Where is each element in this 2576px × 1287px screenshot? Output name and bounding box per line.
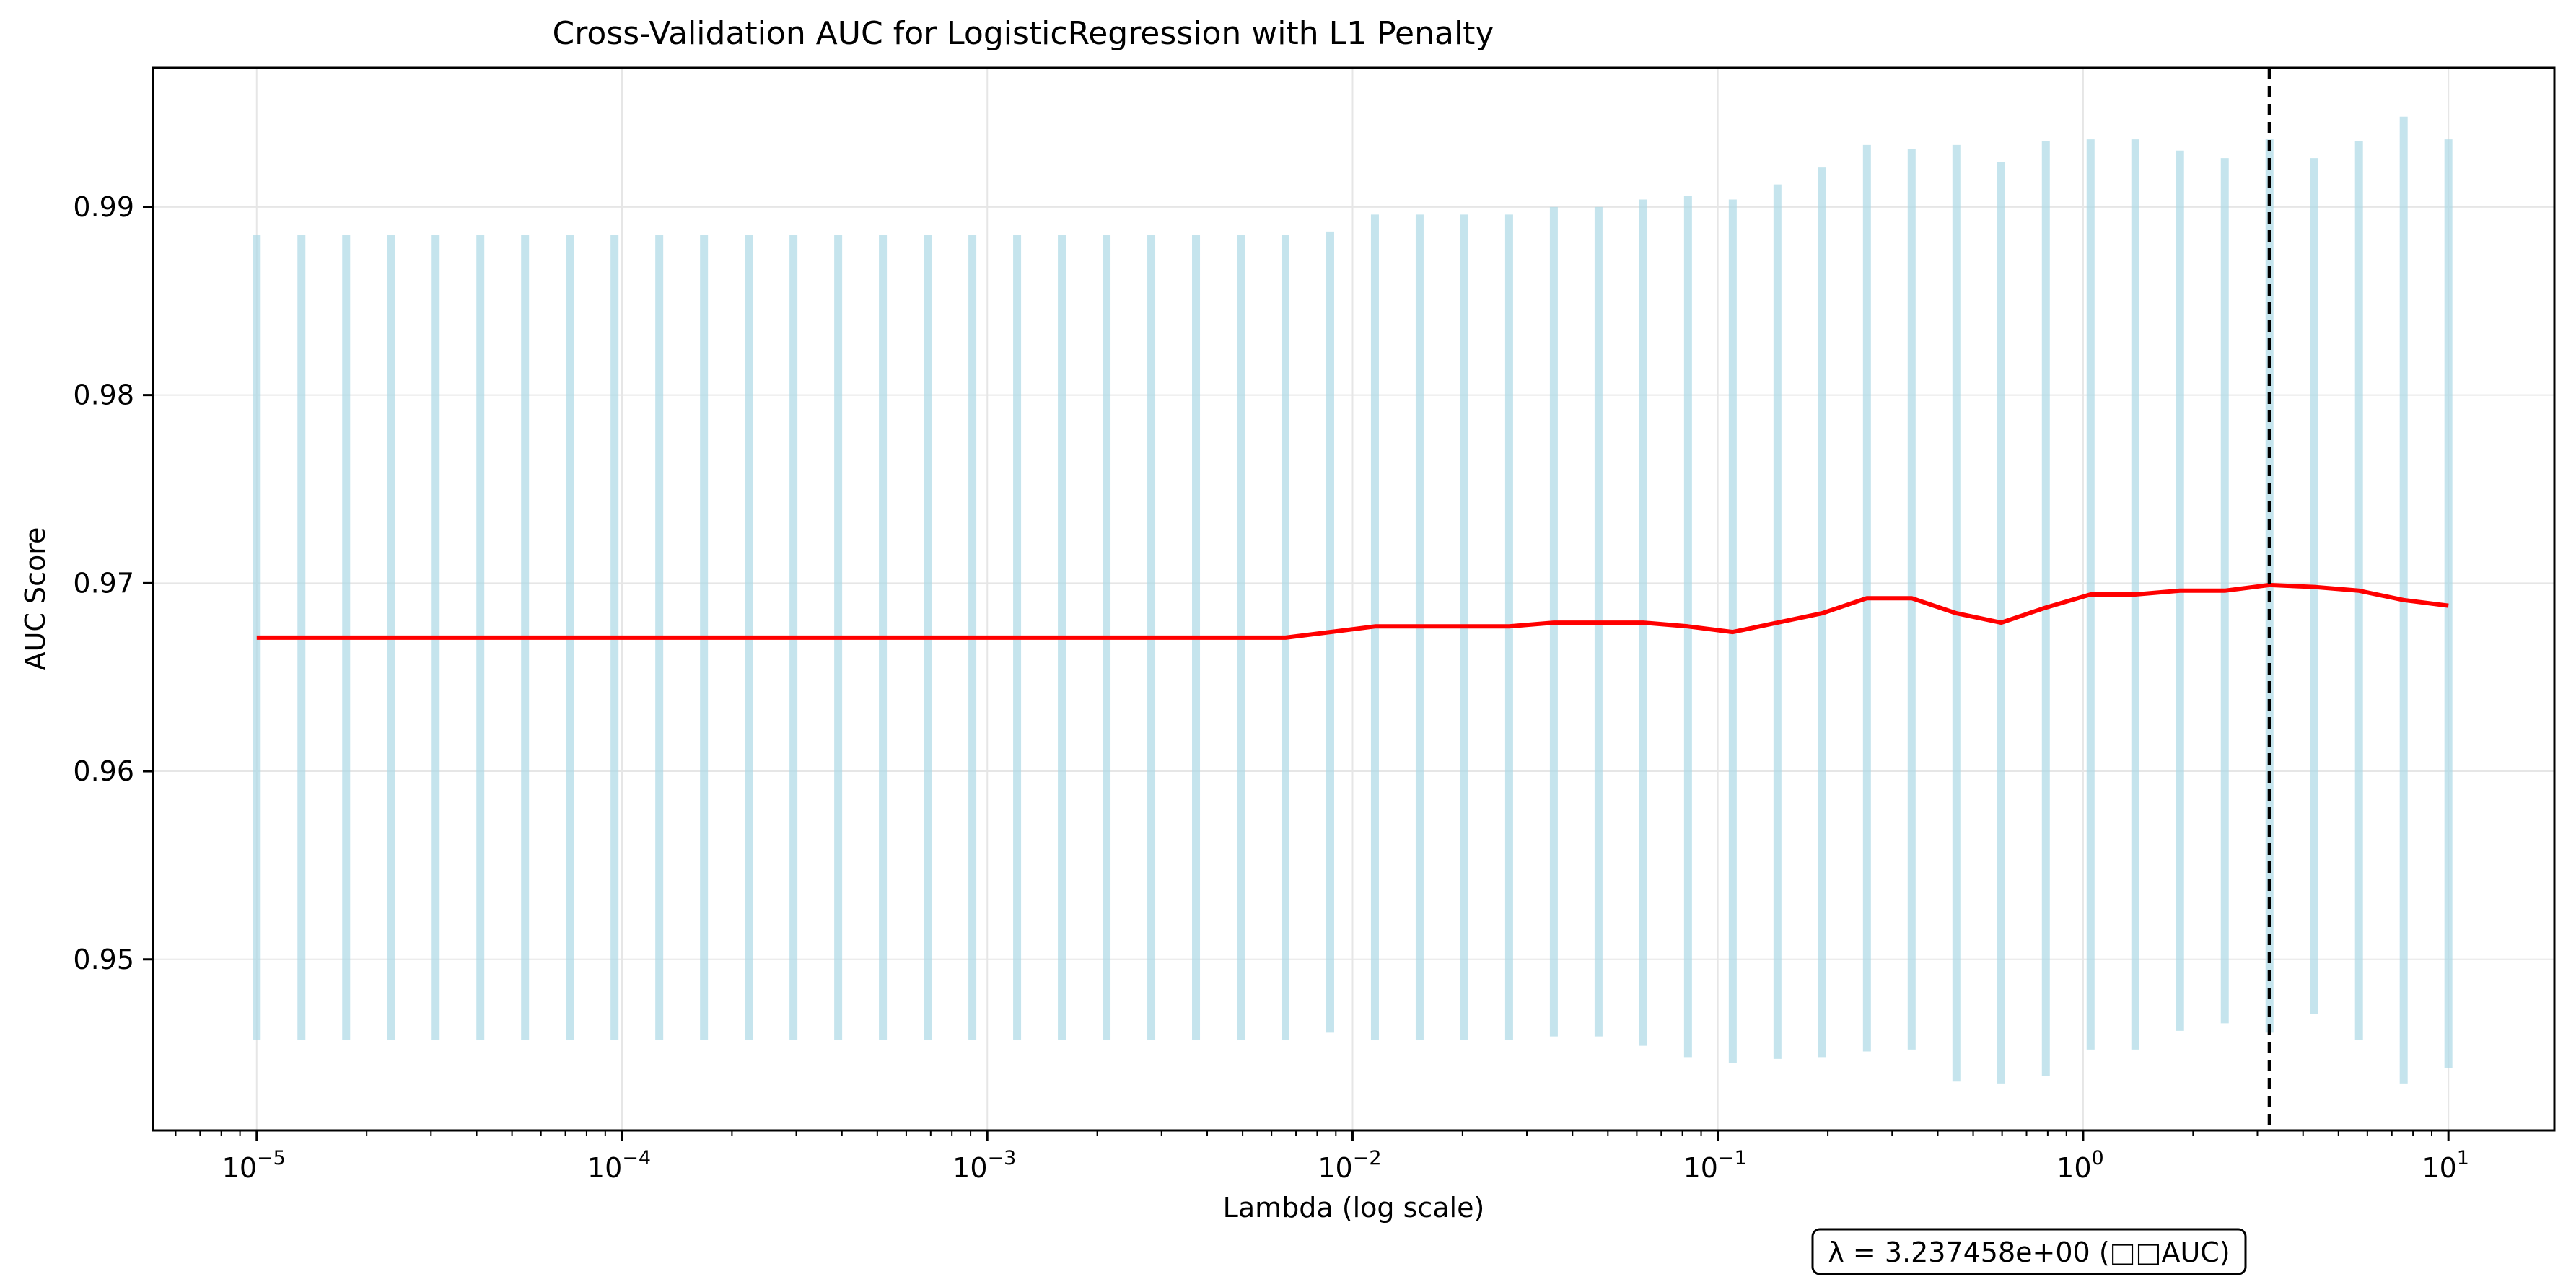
x-tick-label: 10−4	[587, 1147, 651, 1184]
y-axis: 0.95 0.96 0.97 0.98 0.99	[73, 191, 153, 975]
chart-title: Cross-Validation AUC for LogisticRegress…	[553, 15, 1494, 52]
plot-area-frame	[152, 66, 2556, 1132]
y-tick-label: 0.98	[73, 379, 134, 411]
x-tick-label: 10−3	[952, 1147, 1016, 1184]
annotation-text: λ = 3.237458e+00 (□□AUC)	[1828, 1237, 2230, 1268]
grid	[153, 68, 2554, 1130]
x-tick-label: 10−1	[1683, 1147, 1747, 1184]
best-lambda-annotation: λ = 3.237458e+00 (□□AUC)	[1811, 1228, 2247, 1275]
x-tick-label: 10−2	[1318, 1147, 1381, 1184]
y-tick-label: 0.95	[73, 944, 134, 975]
y-tick-label: 0.96	[73, 755, 134, 787]
x-tick-label: 100	[2056, 1147, 2104, 1184]
y-tick-label: 0.99	[73, 191, 134, 223]
x-axis: 10−5 10−4 10−3 10−2 10−1 100 101	[175, 1130, 2469, 1184]
y-axis-label: AUC Score	[19, 527, 51, 671]
y-tick-label: 0.97	[73, 567, 134, 599]
mean-auc-line	[256, 582, 2449, 640]
x-tick-label: 10−5	[222, 1147, 286, 1184]
annotation-box	[1811, 1228, 2247, 1275]
x-tick-label: 101	[2422, 1147, 2469, 1184]
x-axis-label: Lambda (log scale)	[1223, 1192, 1485, 1224]
mean-auc-series	[256, 582, 2449, 640]
